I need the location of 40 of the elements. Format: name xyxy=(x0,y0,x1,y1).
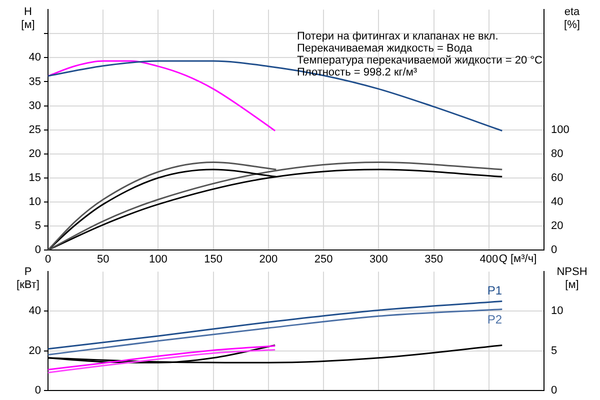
y2-tick-label: 100 xyxy=(551,124,570,136)
x-tick-label: 200 xyxy=(259,254,278,266)
y-tick-label: 40 xyxy=(28,305,41,318)
y2-tick-label: 0 xyxy=(551,384,558,396)
x-tick-label: 300 xyxy=(369,254,388,266)
y-tick-label: 40 xyxy=(28,52,41,64)
y-tick-label: 0 xyxy=(34,384,41,396)
y-tick-label: 35 xyxy=(28,76,41,88)
y-tick-label: 30 xyxy=(28,100,41,112)
y2-tick-label: 60 xyxy=(551,172,564,184)
y-tick-label: 20 xyxy=(28,344,41,357)
x-tick-label: 100 xyxy=(149,254,168,266)
y-tick-label: 10 xyxy=(28,196,41,208)
y2-axis-title: eta [%] xyxy=(564,6,581,32)
y-tick-label: 20 xyxy=(28,148,41,160)
annotation: Потери на фитингах и клапанах не вкл. xyxy=(297,30,498,43)
y2-tick-label: 0 xyxy=(551,244,558,256)
y-tick-label: 5 xyxy=(34,220,41,232)
x-tick-label: 350 xyxy=(424,254,443,266)
series-label: P2 xyxy=(487,312,502,327)
y-tick-label: 0 xyxy=(34,244,41,256)
x-tick-label: 250 xyxy=(314,254,333,266)
y2-tick-label: 5 xyxy=(551,344,558,357)
x-tick-label: 0 xyxy=(44,254,52,266)
series-label: P1 xyxy=(487,284,502,298)
y-tick-label: 25 xyxy=(28,124,41,136)
x-tick-label: 50 xyxy=(96,254,110,266)
y-axis-title: H [м] xyxy=(21,6,35,32)
y2-tick-label: 20 xyxy=(551,220,564,232)
annotation: Перекачиваемая жидкость = Вода xyxy=(297,42,474,55)
annotation: Температура перекачиваемой жидкости = 20 °C xyxy=(297,54,543,67)
y-axis-title: P [кВт] xyxy=(16,266,40,292)
y2-axis-title: NPSH [м] xyxy=(556,266,588,292)
x-axis-title: Q [м³/ч] xyxy=(498,253,537,266)
y2-tick-label: 80 xyxy=(551,148,564,160)
x-tick-label: 150 xyxy=(204,254,223,266)
y-tick-label: 15 xyxy=(28,172,41,184)
x-tick-label: 400 xyxy=(480,254,498,266)
y2-tick-label: 10 xyxy=(551,305,564,318)
y2-tick-label: 40 xyxy=(551,196,564,208)
